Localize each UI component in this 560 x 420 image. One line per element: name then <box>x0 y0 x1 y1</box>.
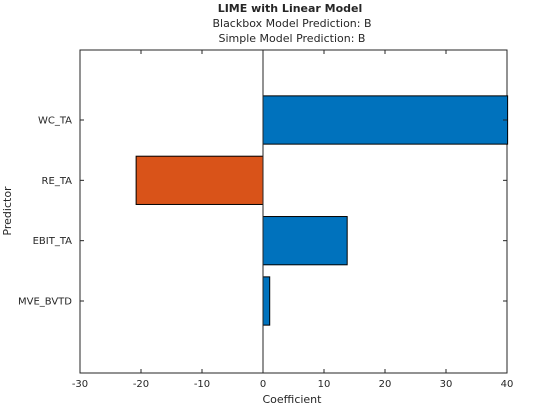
chart-subtitle-line-1: Blackbox Model Prediction: B <box>212 17 371 30</box>
y-tick-label: EBIT_TA <box>33 236 73 247</box>
x-tick-label: -10 <box>194 379 210 390</box>
bars-layer <box>135 95 509 326</box>
bar-re-ta <box>135 155 264 205</box>
x-tick-label: 40 <box>501 379 514 390</box>
x-axis-ticks: -30 -20 -10 0 10 20 30 40 <box>72 50 514 390</box>
x-tick-label: -30 <box>72 379 88 390</box>
bar-wc-ta <box>262 95 509 145</box>
chart-subtitle-line-2: Simple Model Prediction: B <box>219 32 366 45</box>
bar-mve-bvtd <box>262 276 271 326</box>
y-tick-label: WC_TA <box>38 116 72 127</box>
x-tick-label: -20 <box>133 379 149 390</box>
x-axis-label: Coefficient <box>263 393 323 406</box>
y-tick-label: RE_TA <box>42 176 73 187</box>
chart-title: LIME with Linear Model <box>218 2 363 15</box>
x-tick-label: 0 <box>260 379 266 390</box>
y-tick-label: MVE_BVTD <box>18 297 72 308</box>
x-tick-label: 30 <box>440 379 453 390</box>
x-tick-label: 10 <box>318 379 331 390</box>
y-axis-ticks: WC_TA RE_TA EBIT_TA MVE_BVTD <box>18 116 507 308</box>
y-axis-label: Predictor <box>1 186 14 236</box>
bar-ebit-ta <box>262 216 348 266</box>
x-tick-label: 20 <box>379 379 392 390</box>
